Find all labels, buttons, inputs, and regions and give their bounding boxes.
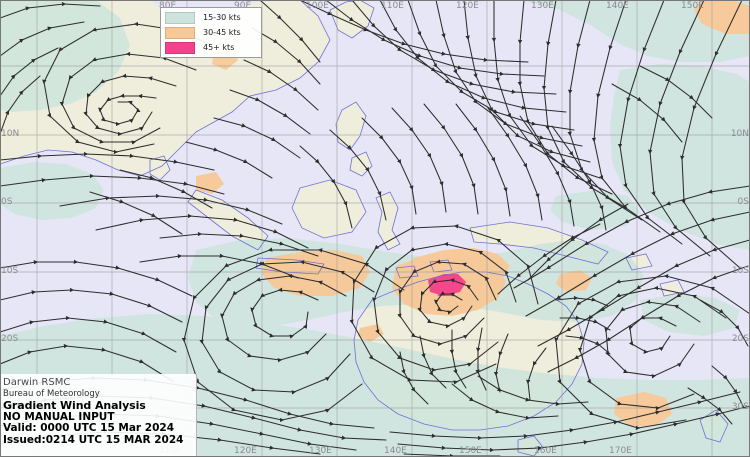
product-title: Gradient Wind Analysis — [3, 399, 146, 412]
legend-swatch-15-30 — [165, 11, 195, 24]
issuing-centre: Darwin RSMC — [3, 377, 71, 388]
legend-item-30-45: 30-45 kts — [165, 26, 257, 39]
legend-item-45-plus: 45+ kts — [165, 41, 257, 54]
manual-status: NO MANUAL INPUT — [3, 410, 115, 423]
legend-label-15-30: 15-30 kts — [203, 13, 241, 22]
wind-speed-legend: 15-30 kts 30-45 kts 45+ kts — [160, 7, 262, 58]
valid-time: Valid: 0000 UTC 15 Mar 2024 — [3, 422, 174, 434]
legend-swatch-30-45 — [165, 26, 195, 39]
legend-label-30-45: 30-45 kts — [203, 28, 241, 37]
issued-time: Issued:0214 UTC 15 MAR 2024 — [3, 433, 184, 446]
product-info-block: Darwin RSMC Bureau of Meteorology Gradie… — [0, 374, 197, 457]
legend-item-15-30: 15-30 kts — [165, 11, 257, 24]
legend-label-45-plus: 45+ kts — [203, 43, 235, 52]
legend-swatch-45-plus — [165, 41, 195, 54]
issuing-bureau: Bureau of Meteorology — [3, 388, 100, 399]
